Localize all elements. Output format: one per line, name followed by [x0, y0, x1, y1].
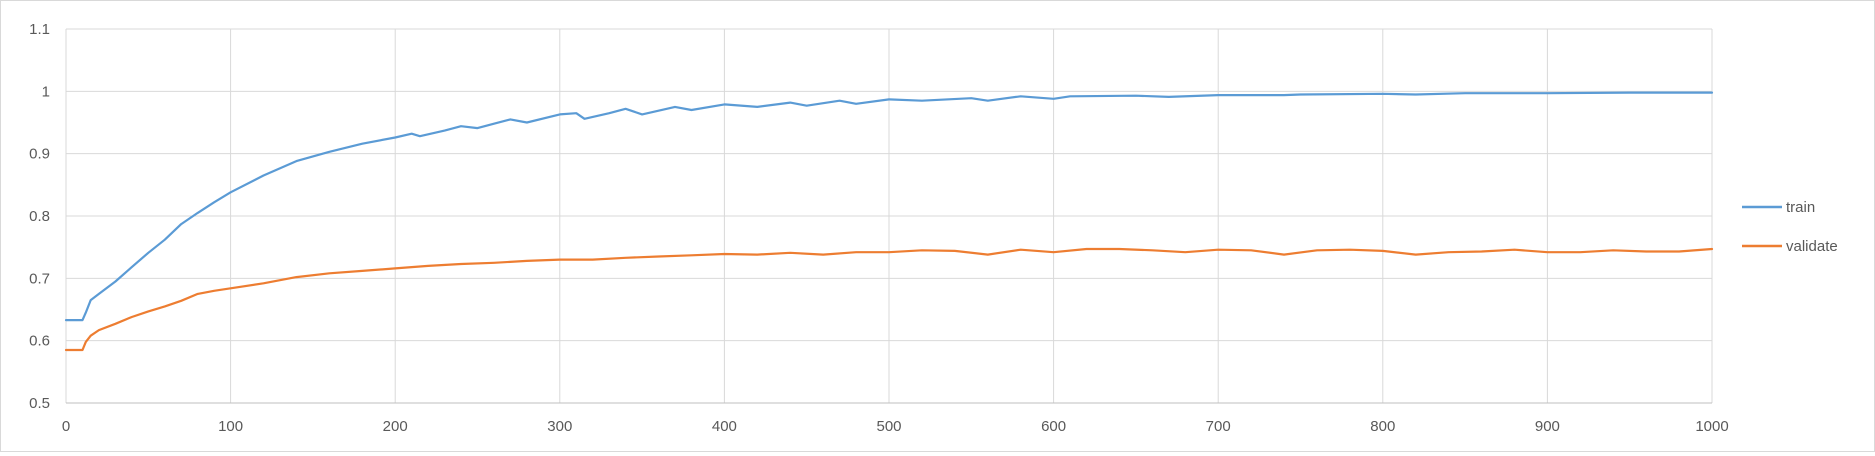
x-tick-label: 700: [1206, 418, 1231, 435]
legend-item-validate: validate: [1742, 238, 1838, 255]
x-tick-label: 600: [1041, 418, 1066, 435]
series-lines: [64, 91, 1714, 352]
x-tick-label: 900: [1535, 418, 1560, 435]
gridlines: [65, 28, 1713, 404]
legend-label: train: [1786, 199, 1815, 216]
x-tick-label: 1000: [1695, 418, 1728, 435]
x-tick-label: 200: [383, 418, 408, 435]
y-tick-label: 0.6: [29, 333, 50, 350]
legend-item-train: train: [1742, 199, 1815, 216]
y-tick-label: 0.9: [29, 146, 50, 163]
y-tick-label: 0.8: [29, 208, 50, 225]
y-tick-label: 1: [42, 83, 50, 100]
x-tick-label: 300: [547, 418, 572, 435]
x-tick-label: 100: [218, 418, 243, 435]
axes: 0.5 0.6 0.7 0.8 0.9 1 1.1 0 100 200 300 400 500 600 70…: [29, 21, 1729, 435]
series-line-train: [64, 91, 1714, 322]
legend-label: validate: [1786, 238, 1838, 255]
series-line-validate: [64, 247, 1714, 352]
x-tick-label: 800: [1370, 418, 1395, 435]
x-tick-label: 400: [712, 418, 737, 435]
y-tick-label: 0.5: [29, 395, 50, 412]
y-tick-label: 0.7: [29, 270, 50, 287]
x-tick-label: 500: [876, 418, 901, 435]
x-tick-label: 0: [62, 418, 70, 435]
legend: train validate: [1742, 199, 1838, 255]
y-tick-label: 1.1: [29, 21, 50, 38]
